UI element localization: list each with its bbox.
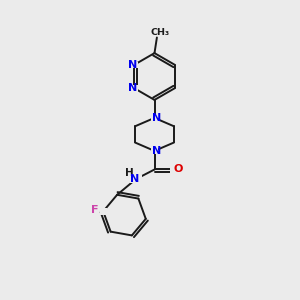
Text: N: N: [130, 174, 139, 184]
Bar: [151, 114, 158, 122]
Text: CH₃: CH₃: [151, 28, 170, 37]
Text: N: N: [128, 83, 138, 93]
Bar: [100, 208, 106, 214]
Bar: [170, 166, 178, 173]
Bar: [151, 147, 158, 155]
Text: F: F: [91, 205, 99, 214]
Bar: [131, 85, 137, 92]
Text: N: N: [152, 146, 161, 156]
Bar: [131, 61, 137, 68]
Bar: [130, 175, 142, 183]
Text: N: N: [152, 113, 161, 123]
Text: N: N: [128, 60, 138, 70]
Text: H: H: [125, 167, 134, 178]
Text: O: O: [174, 164, 183, 175]
